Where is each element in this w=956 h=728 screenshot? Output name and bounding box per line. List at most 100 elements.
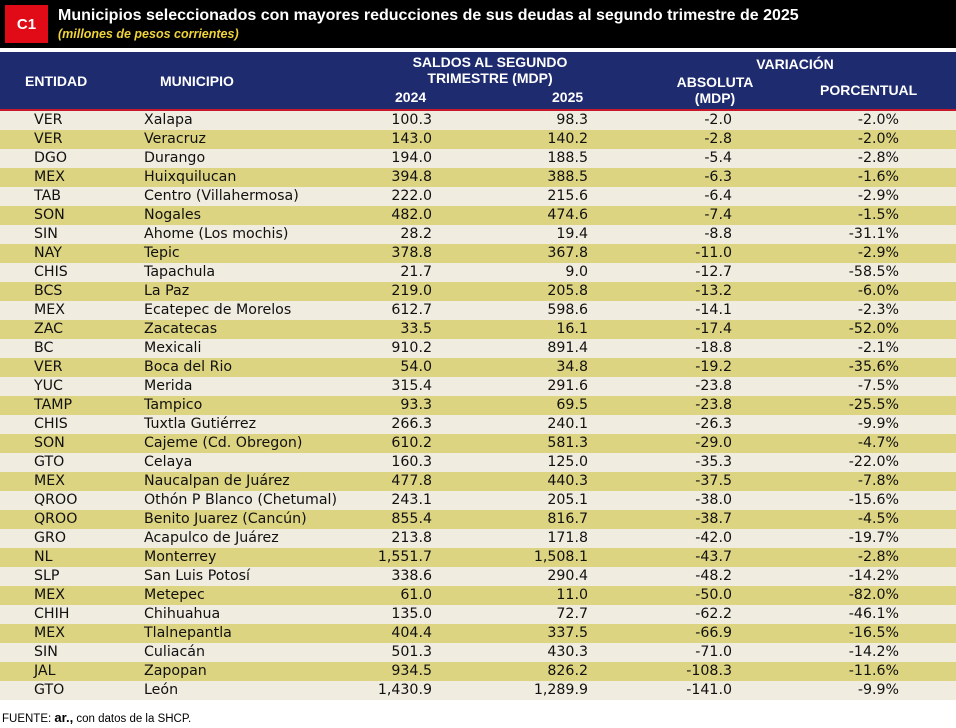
cell-v2024: 28.2: [400, 226, 432, 242]
cell-absoluta: -50.0: [695, 587, 732, 603]
table-row: MEX Naucalpan de Juárez 477.8 440.3 -37.5 -7.…: [0, 472, 956, 491]
cell-v2024: 910.2: [391, 340, 432, 356]
cell-v2025: 1,289.9: [533, 682, 588, 698]
cell-v2024: 1,430.9: [377, 682, 432, 698]
cell-municipio: Boca del Rio: [144, 359, 233, 375]
cell-absoluta: -5.4: [704, 150, 732, 166]
cell-absoluta: -35.3: [695, 454, 732, 470]
cell-municipio: Nogales: [144, 207, 202, 223]
cell-entidad: QROO: [34, 511, 78, 527]
table-row: CHIH Chihuahua 135.0 72.7 -62.2 -46.1%: [0, 605, 956, 624]
cell-porcentual: -9.9%: [857, 682, 899, 698]
header-divider: [0, 109, 956, 111]
cell-entidad: TAB: [34, 188, 62, 204]
cell-municipio: Zacatecas: [144, 321, 218, 337]
page-subtitle: (millones de pesos corrientes): [58, 27, 239, 41]
cell-porcentual: -35.6%: [848, 359, 899, 375]
cell-v2025: 337.5: [547, 625, 588, 641]
cell-municipio: Xalapa: [144, 112, 193, 128]
cell-v2025: 430.3: [547, 644, 588, 660]
cell-v2025: 125.0: [547, 454, 588, 470]
cell-v2025: 11.0: [556, 587, 588, 603]
cell-entidad: GTO: [34, 454, 65, 470]
table-row: DGO Durango 194.0 188.5 -5.4 -2.8%: [0, 149, 956, 168]
table-row: CHIS Tapachula 21.7 9.0 -12.7 -58.5%: [0, 263, 956, 282]
cell-entidad: SLP: [34, 568, 60, 584]
cell-v2025: 205.1: [547, 492, 588, 508]
cell-porcentual: -2.8%: [857, 549, 899, 565]
cell-entidad: GRO: [34, 530, 67, 546]
cell-v2024: 143.0: [391, 131, 432, 147]
cell-v2025: 891.4: [547, 340, 588, 356]
cell-entidad: NL: [34, 549, 53, 565]
cell-entidad: CHIS: [34, 264, 68, 280]
cell-absoluta: -19.2: [695, 359, 732, 375]
source-suffix: con datos de la SHCP.: [73, 713, 192, 725]
cell-v2025: 69.5: [556, 397, 588, 413]
cell-municipio: Othón P Blanco (Chetumal): [144, 492, 338, 508]
header-year-2025: 2025: [552, 89, 584, 105]
source-note: FUENTE: ar., con datos de la SHCP.: [2, 710, 191, 725]
cell-v2024: 100.3: [391, 112, 432, 128]
cell-porcentual: -82.0%: [848, 587, 899, 603]
cell-entidad: MEX: [34, 473, 65, 489]
cell-porcentual: -7.8%: [857, 473, 899, 489]
cell-absoluta: -43.7: [695, 549, 732, 565]
table-row: QROO Benito Juarez (Cancún) 855.4 816.7 -38.…: [0, 510, 956, 529]
cell-absoluta: -12.7: [695, 264, 732, 280]
cell-absoluta: -7.4: [704, 207, 732, 223]
cell-municipio: León: [144, 682, 179, 698]
cell-v2024: 219.0: [391, 283, 432, 299]
cell-v2024: 477.8: [391, 473, 432, 489]
table-row: MEX Tlalnepantla 404.4 337.5 -66.9 -16.5%: [0, 624, 956, 643]
cell-absoluta: -38.0: [695, 492, 732, 508]
table-row: YUC Merida 315.4 291.6 -23.8 -7.5%: [0, 377, 956, 396]
cell-v2025: 140.2: [547, 131, 588, 147]
cell-entidad: YUC: [34, 378, 63, 394]
cell-absoluta: -11.0: [695, 245, 732, 261]
cell-porcentual: -11.6%: [848, 663, 899, 679]
cell-v2024: 21.7: [400, 264, 432, 280]
cell-v2025: 598.6: [547, 302, 588, 318]
cell-entidad: SIN: [34, 226, 58, 242]
cell-v2024: 934.5: [391, 663, 432, 679]
cell-absoluta: -42.0: [695, 530, 732, 546]
cell-municipio: Tepic: [144, 245, 180, 261]
cell-v2024: 501.3: [391, 644, 432, 660]
source-prefix: FUENTE:: [2, 713, 55, 725]
cell-v2025: 9.0: [565, 264, 588, 280]
header-municipio: MUNICIPIO: [160, 73, 234, 89]
table-row: QROO Othón P Blanco (Chetumal) 243.1 205.1 -…: [0, 491, 956, 510]
cell-entidad: CHIH: [34, 606, 70, 622]
table-row: TAB Centro (Villahermosa) 222.0 215.6 -6.4 -2…: [0, 187, 956, 206]
table-body: VER Xalapa 100.3 98.3 -2.0 -2.0% VER Veracruz 14…: [0, 111, 956, 700]
cell-absoluta: -108.3: [686, 663, 732, 679]
cell-porcentual: -2.9%: [857, 188, 899, 204]
cell-v2025: 367.8: [547, 245, 588, 261]
table-row: ZAC Zacatecas 33.5 16.1 -17.4 -52.0%: [0, 320, 956, 339]
cell-porcentual: -2.0%: [857, 131, 899, 147]
cell-absoluta: -2.0: [704, 112, 732, 128]
cell-v2024: 338.6: [391, 568, 432, 584]
cell-v2025: 816.7: [547, 511, 588, 527]
table-row: GTO Celaya 160.3 125.0 -35.3 -22.0%: [0, 453, 956, 472]
cell-v2025: 1,508.1: [533, 549, 588, 565]
cell-v2024: 213.8: [391, 530, 432, 546]
cell-entidad: SON: [34, 207, 65, 223]
cell-entidad: NAY: [34, 245, 62, 261]
cell-v2024: 315.4: [391, 378, 432, 394]
cell-porcentual: -19.7%: [848, 530, 899, 546]
cell-porcentual: -7.5%: [857, 378, 899, 394]
cell-municipio: Centro (Villahermosa): [144, 188, 299, 204]
cell-porcentual: -2.1%: [857, 340, 899, 356]
table-row: VER Boca del Rio 54.0 34.8 -19.2 -35.6%: [0, 358, 956, 377]
cell-porcentual: -14.2%: [848, 644, 899, 660]
table-row: VER Xalapa 100.3 98.3 -2.0 -2.0%: [0, 111, 956, 130]
cell-porcentual: -22.0%: [848, 454, 899, 470]
page-title: Municipios seleccionados con mayores red…: [58, 7, 799, 24]
cell-v2024: 394.8: [391, 169, 432, 185]
cell-absoluta: -29.0: [695, 435, 732, 451]
cell-porcentual: -1.5%: [857, 207, 899, 223]
cell-v2025: 34.8: [556, 359, 588, 375]
cell-entidad: BCS: [34, 283, 63, 299]
